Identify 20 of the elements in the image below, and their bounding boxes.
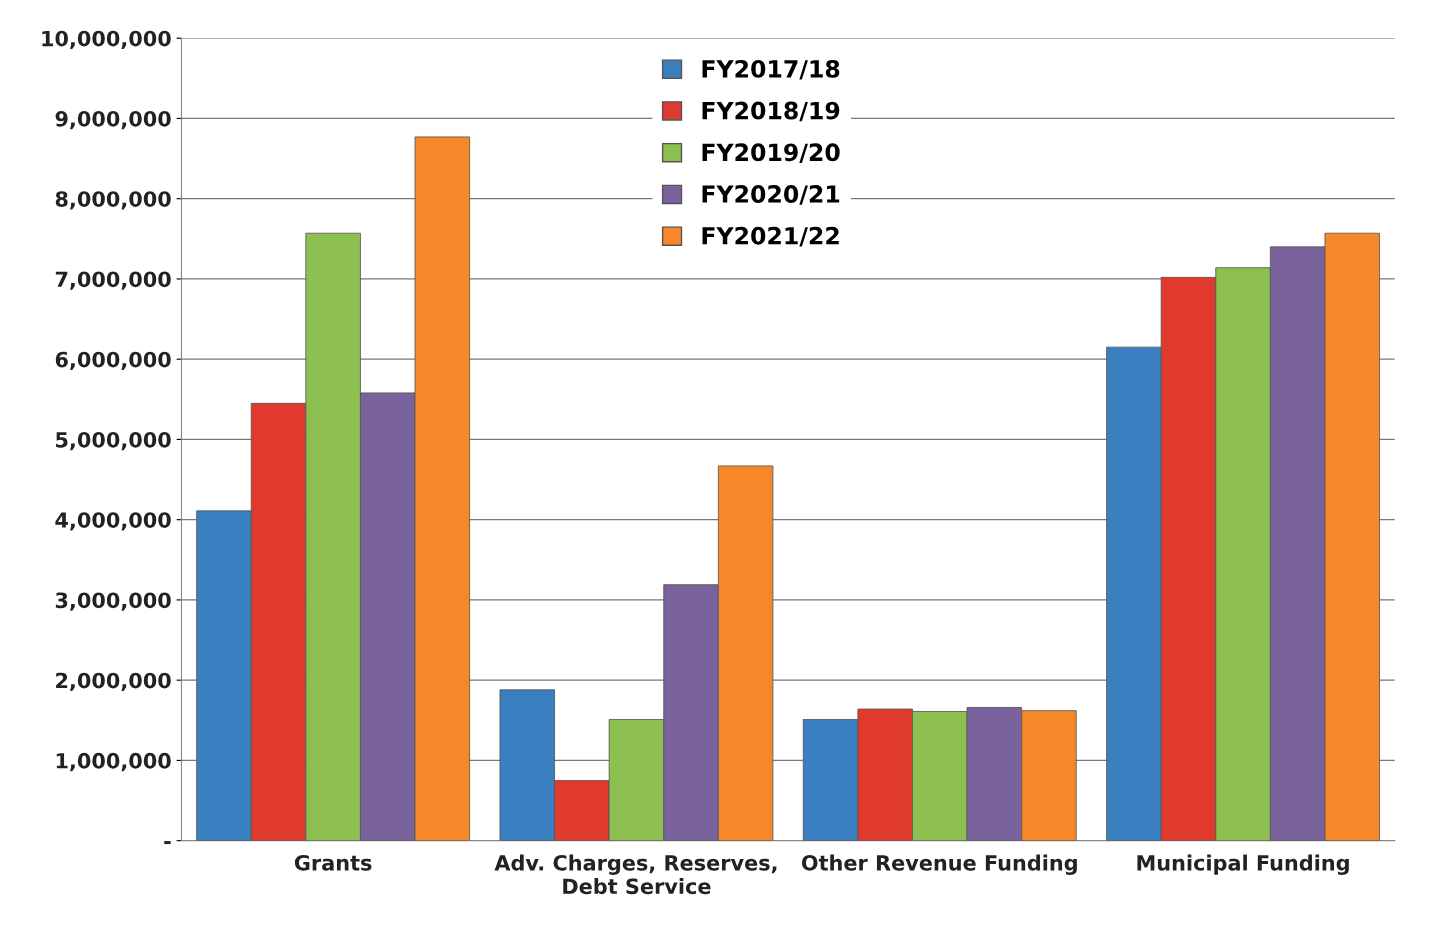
x-tick-label: Municipal Funding: [1137, 854, 1349, 875]
y-tick-label: 6,000,000: [55, 351, 171, 371]
y-tick-label: 7,000,000: [55, 271, 171, 290]
legend-label: FY2019/20: [702, 143, 840, 164]
x-tick-label: Other Revenue Funding: [801, 854, 1077, 875]
legend-label: FY2018/19: [702, 101, 840, 122]
legend-label: FY2021/22: [702, 226, 839, 247]
y-tick-label: 1,000,000: [56, 752, 171, 772]
y-tick-label: 8,000,000: [55, 191, 171, 210]
y-tick-label: 4,000,000: [55, 512, 171, 531]
y-tick-label: 10,000,000: [42, 30, 171, 50]
y-tick-label: -: [164, 841, 171, 845]
legend-label: FY2017/18: [702, 59, 840, 80]
legend-label: FY2020/21: [702, 185, 840, 205]
y-tick-label: 3,000,000: [55, 592, 171, 611]
y-tick-label: 2,000,000: [56, 672, 171, 692]
y-tick-label: 5,000,000: [56, 431, 171, 451]
x-tick-label: Grants: [294, 854, 372, 871]
x-tick-label: Adv. Charges, Reserves, Debt Service: [494, 854, 777, 895]
y-tick-label: 9,000,000: [55, 110, 171, 130]
